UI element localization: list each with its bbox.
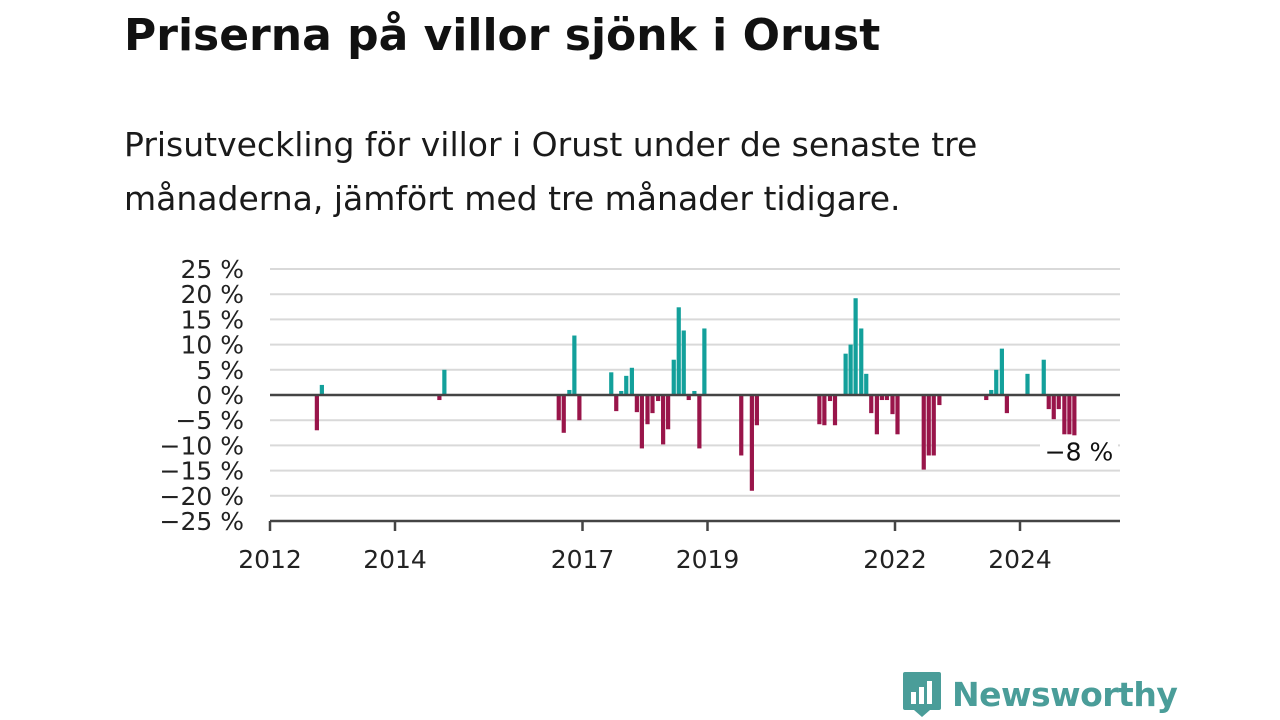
x-tick-label: 2017 bbox=[551, 545, 615, 574]
y-tick-label: −15 % bbox=[160, 457, 244, 486]
last-value-label: −8 % bbox=[1045, 437, 1114, 466]
bar-negative bbox=[645, 395, 650, 425]
last-value-label-background bbox=[1040, 438, 1118, 469]
x-tick-label: 2014 bbox=[363, 545, 427, 574]
bar-negative bbox=[754, 395, 759, 426]
bar-negative bbox=[749, 395, 754, 491]
x-tick-label: 2024 bbox=[988, 545, 1052, 574]
bar-positive bbox=[1041, 359, 1046, 395]
bar-negative bbox=[817, 395, 822, 425]
bar-positive bbox=[567, 389, 572, 395]
y-tick-label: 5 % bbox=[196, 356, 244, 385]
bar-negative bbox=[984, 395, 989, 401]
bar-positive bbox=[572, 335, 577, 395]
y-tick-label: 10 % bbox=[180, 331, 244, 360]
bar-negative bbox=[1051, 395, 1056, 420]
chart-title: Priserna på villor sjönk i Orust bbox=[124, 10, 881, 61]
y-tick-label: −10 % bbox=[160, 431, 244, 460]
y-tick-label: −25 % bbox=[160, 507, 244, 536]
bar-positive bbox=[619, 390, 624, 395]
bar-negative bbox=[1067, 395, 1072, 435]
bar-positive bbox=[1025, 373, 1030, 395]
bar-negative bbox=[1056, 395, 1061, 410]
bar-positive bbox=[319, 384, 324, 395]
bar-positive bbox=[853, 298, 858, 395]
bar-negative bbox=[639, 395, 644, 449]
bar-positive bbox=[859, 328, 864, 395]
axes bbox=[268, 393, 1120, 531]
bar-negative bbox=[634, 395, 639, 413]
bars bbox=[314, 298, 1077, 491]
bar-negative bbox=[656, 395, 661, 402]
bar-negative bbox=[650, 395, 655, 414]
bar-negative bbox=[556, 395, 561, 421]
bar-negative bbox=[895, 395, 900, 435]
bar-negative bbox=[577, 395, 582, 421]
bar-negative bbox=[884, 395, 889, 401]
bar-negative bbox=[827, 395, 833, 402]
bar-positive bbox=[681, 330, 686, 395]
bar-negative bbox=[561, 395, 566, 433]
bar-negative bbox=[697, 395, 702, 449]
newsworthy-logo-icon bbox=[903, 672, 941, 717]
bar-positive bbox=[702, 328, 707, 395]
bar-negative bbox=[666, 395, 671, 430]
bar-positive bbox=[994, 369, 999, 395]
brand-name: Newsworthy bbox=[952, 674, 1178, 714]
bar-negative bbox=[614, 395, 619, 412]
bar-negative bbox=[437, 395, 442, 401]
bar-positive bbox=[609, 372, 614, 395]
newsworthy-brand: Newsworthy bbox=[902, 670, 1178, 718]
bar-positive bbox=[671, 359, 676, 395]
bar-positive bbox=[999, 348, 1004, 395]
bar-negative bbox=[874, 395, 879, 435]
bar-negative bbox=[890, 395, 895, 415]
bar-negative bbox=[739, 395, 744, 456]
y-axis-tick-labels: 25 %20 %15 %10 %5 %0 %−5 %−10 %−15 %−20 … bbox=[160, 255, 244, 536]
y-tick-label: 15 % bbox=[180, 305, 244, 334]
y-tick-label: −20 % bbox=[160, 482, 244, 511]
annotations: −8 % bbox=[1040, 437, 1118, 469]
bar-negative bbox=[1072, 395, 1077, 436]
bar-positive bbox=[442, 369, 447, 395]
x-tick-label: 2019 bbox=[676, 545, 740, 574]
bar-negative bbox=[832, 395, 838, 426]
x-tick-label: 2012 bbox=[238, 545, 302, 574]
bar-negative bbox=[869, 395, 874, 414]
y-tick-label: 25 % bbox=[180, 255, 244, 284]
bar-negative bbox=[314, 395, 319, 431]
bar-negative bbox=[1046, 395, 1051, 410]
chart-subtitle: Prisutveckling för villor i Orust under … bbox=[124, 125, 978, 218]
bar-positive bbox=[848, 344, 853, 395]
bar-negative bbox=[921, 395, 926, 470]
x-axis-tick-labels: 2012 2014 2017 2019 2022 2024 bbox=[238, 545, 1052, 574]
bar-negative bbox=[822, 395, 827, 426]
bar-positive bbox=[864, 373, 869, 395]
y-tick-label: 20 % bbox=[180, 280, 244, 309]
bar-positive bbox=[676, 307, 681, 395]
bar-positive bbox=[989, 389, 994, 395]
bar-positive bbox=[629, 367, 634, 395]
bar-negative bbox=[937, 395, 942, 406]
y-tick-label: 0 % bbox=[196, 381, 244, 410]
y-tick-label: −5 % bbox=[175, 406, 244, 435]
x-tick-label: 2022 bbox=[863, 545, 927, 574]
bar-negative bbox=[1062, 395, 1067, 435]
bar-negative bbox=[686, 395, 691, 401]
bar-negative bbox=[1004, 395, 1009, 414]
bar-positive bbox=[843, 353, 848, 395]
bar-negative bbox=[661, 395, 666, 445]
bar-positive bbox=[692, 390, 697, 395]
bar-negative bbox=[926, 395, 931, 456]
bar-negative bbox=[879, 395, 884, 401]
bar-negative bbox=[931, 395, 936, 456]
bar-positive bbox=[624, 375, 629, 395]
